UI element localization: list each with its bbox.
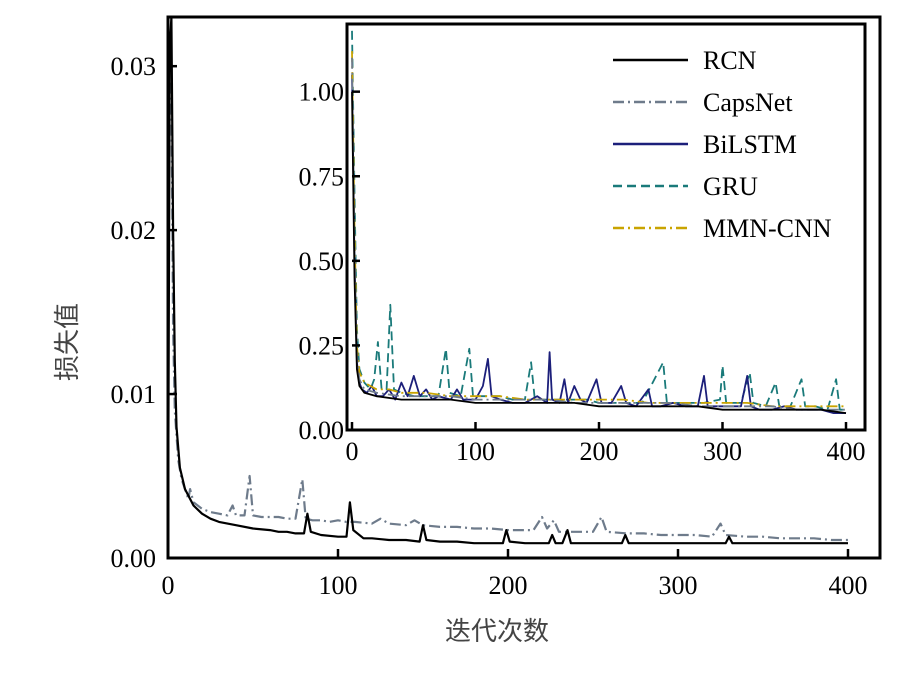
main-ticks-group: 0 100 200 300 400 0.00 0.01 0.02 0.03	[111, 52, 868, 600]
inset-ticks-group: 0 100 200 300 400 0.00 0.25 0.50 0.75 1.00	[299, 78, 866, 466]
main-x-tick-label: 300	[659, 571, 698, 600]
inset-series-capsnet	[351, 57, 846, 411]
inset-y-tick-label: 0.75	[299, 162, 345, 191]
inset-series-rcn	[351, 91, 847, 414]
inset-y-tick-label: 0.50	[299, 247, 345, 276]
inset-plot-frame	[345, 22, 867, 432]
inset-x-tick-label: 0	[346, 437, 359, 466]
main-y-tick-label: 0.01	[111, 380, 157, 409]
inset-plot-background	[347, 24, 865, 430]
inset-x-tick-label: 300	[703, 437, 742, 466]
inset-series-mmn-cnn	[351, 51, 846, 408]
inset-x-tick-label: 200	[580, 437, 619, 466]
legend-label-bilstm: BiLSTM	[703, 130, 797, 159]
main-series-rcn	[166, 15, 848, 559]
main-x-tick-label: 100	[319, 571, 358, 600]
inset-y-tick-label: 1.00	[299, 78, 345, 107]
inset-x-tick-label: 100	[456, 437, 495, 466]
legend-label-capsnet: CapsNet	[703, 88, 793, 117]
x-axis-title: 迭代次数	[445, 617, 549, 647]
y-axis-title: 损失值	[53, 303, 83, 381]
main-series-capsnet	[170, 82, 848, 542]
legend-label-gru: GRU	[703, 172, 758, 201]
main-y-tick-label: 0.00	[111, 544, 157, 573]
main-y-tick-label: 0.02	[111, 216, 157, 245]
inset-y-tick-label: 0.25	[299, 331, 345, 360]
inset-x-tick-label: 400	[827, 437, 866, 466]
main-x-tick-label: 0	[162, 571, 175, 600]
main-x-tick-label: 200	[489, 571, 528, 600]
inset-y-tick-label: 0.00	[299, 416, 345, 445]
legend: RCN CapsNet BiLSTM GRU MMN-CNN	[613, 46, 832, 243]
main-y-tick-label: 0.03	[111, 52, 157, 81]
legend-label-rcn: RCN	[703, 46, 757, 75]
inset-series-group	[351, 30, 847, 414]
inset-plot: 0 100 200 300 400 0.00 0.25 0.50 0.75 1.00 RCN Cap…	[299, 22, 867, 466]
legend-label-mmn-cnn: MMN-CNN	[703, 214, 832, 243]
main-x-tick-label: 400	[829, 571, 868, 600]
main-plot: 0 100 200 300 400 0.00 0.01 0.02 0.03 迭代次数 损失值	[53, 15, 882, 647]
main-series-group	[166, 15, 848, 559]
